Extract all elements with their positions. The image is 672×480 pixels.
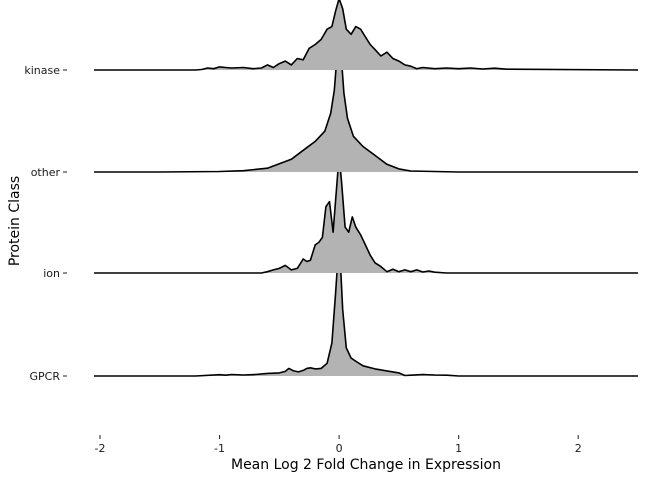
x-tick-label-0: -2 — [94, 442, 105, 455]
y-axis: GPCR ion other kinase — [24, 64, 67, 383]
x-tick-label-1: -1 — [214, 442, 225, 455]
x-axis: -2 -1 0 1 2 — [94, 435, 582, 455]
ridge-line-ion — [94, 154, 638, 274]
y-tick-label-kinase: kinase — [24, 64, 60, 77]
ridge-area-gpcr — [94, 256, 638, 376]
x-tick-label-2: 0 — [336, 442, 343, 455]
x-axis-title: Mean Log 2 Fold Change in Expression — [231, 457, 501, 473]
ridge-area-kinase — [94, 0, 638, 70]
y-tick-label-ion: ion — [43, 267, 60, 280]
y-tick-label-gpcr: GPCR — [30, 370, 61, 383]
x-tick-label-3: 1 — [455, 442, 462, 455]
y-axis-title: Protein Class — [7, 176, 23, 266]
x-tick-label-4: 2 — [575, 442, 582, 455]
y-tick-label-other: other — [31, 166, 61, 179]
ridge-line-gpcr — [94, 255, 638, 377]
ridge-line-kinase — [94, 0, 639, 71]
ridge-area-ion — [94, 155, 638, 273]
ridges-group — [94, 0, 639, 377]
